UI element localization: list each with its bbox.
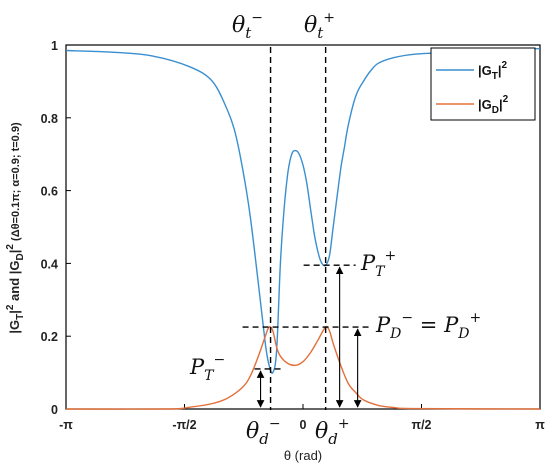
series-line-gt: [66, 47, 540, 374]
x-tick-label: -π/2: [172, 418, 196, 432]
annot-theta-t-minus: θt−: [232, 10, 263, 42]
y-tick-label: 0.8: [41, 112, 58, 126]
y-axis-label: |GT|2 and |GD|2 (Δθ=0.1π; α=0.9; t=0.9): [5, 122, 26, 334]
annot-p-d-equal: PD− = PD+: [375, 310, 481, 342]
y-tick-label: 0.6: [41, 185, 58, 199]
y-tick-label: 0.4: [41, 257, 58, 271]
x-tick-label: π/2: [412, 418, 432, 432]
annot-theta-d-minus: θd−: [246, 416, 281, 448]
x-tick-label: π: [535, 418, 545, 432]
annot-p-t-minus: PT−: [189, 352, 225, 384]
x-tick-label: 0: [300, 418, 307, 432]
annot-theta-d-plus: θd+: [315, 416, 350, 448]
y-tick-label: 1: [51, 39, 58, 53]
annotation-group: [242, 47, 370, 410]
legend-box: [430, 47, 536, 121]
x-tick-label: -π: [59, 418, 73, 432]
legend: |GT|2 |GD|2: [430, 47, 536, 121]
annot-p-t-plus: PT+: [360, 248, 396, 280]
y-tick-label: 0: [51, 403, 58, 417]
annot-theta-t-plus: θt+: [304, 10, 335, 42]
y-tick-label: 0.2: [41, 330, 58, 344]
legend-label-gd: |GD|2: [478, 94, 509, 116]
y-axis-ticks: 0 0.2 0.4 0.6 0.8 1: [41, 39, 71, 417]
x-axis-label: θ (rad): [284, 448, 322, 463]
legend-label-gt: |GT|2: [478, 60, 508, 82]
